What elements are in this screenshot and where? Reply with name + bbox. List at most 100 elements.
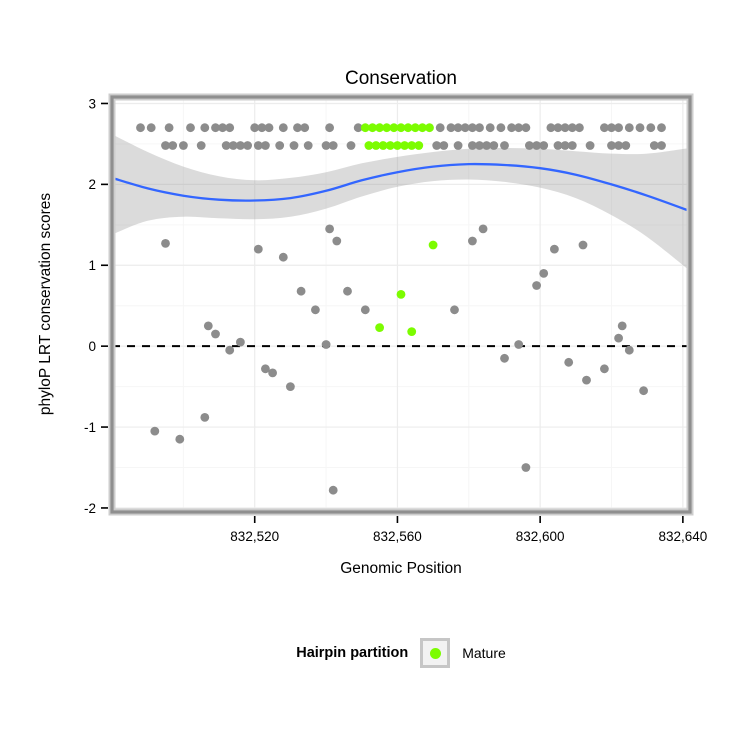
data-point <box>403 123 413 133</box>
data-point <box>164 123 174 133</box>
data-point <box>553 141 563 150</box>
data-point <box>646 123 656 133</box>
data-point <box>657 141 666 150</box>
data-point <box>617 321 627 331</box>
data-point <box>264 123 274 133</box>
data-point <box>560 141 570 150</box>
data-point <box>200 123 210 133</box>
data-point <box>525 141 534 150</box>
data-point <box>657 123 666 133</box>
data-point <box>278 123 288 133</box>
data-point <box>475 123 484 133</box>
data-point <box>236 337 245 347</box>
data-point <box>257 123 267 133</box>
data-point <box>614 333 623 343</box>
data-point <box>607 123 616 133</box>
y-tick-label: 0 <box>88 339 96 354</box>
data-point <box>161 239 170 248</box>
data-point <box>446 123 456 133</box>
data-point <box>450 305 459 315</box>
data-point <box>400 141 409 150</box>
data-point <box>639 386 648 396</box>
chart-title: Conservation <box>345 68 457 89</box>
data-point <box>360 123 370 133</box>
data-point <box>211 329 220 339</box>
series-mature <box>360 123 438 336</box>
data-point <box>468 236 477 246</box>
legend-title: Hairpin partition <box>296 645 409 661</box>
panel-border-inner <box>110 95 692 514</box>
minor-gridlines <box>112 97 690 512</box>
data-point <box>453 123 463 133</box>
data-point <box>468 123 477 133</box>
data-point <box>321 340 331 349</box>
data-point <box>364 141 374 150</box>
data-point <box>514 123 524 133</box>
data-point <box>289 141 299 150</box>
data-point <box>325 123 334 133</box>
data-point <box>236 141 245 150</box>
data-point <box>600 364 609 374</box>
data-point <box>179 141 188 150</box>
data-point <box>389 123 399 133</box>
data-point <box>371 141 381 150</box>
data-point <box>539 269 549 278</box>
y-tick-label: 1 <box>88 258 96 273</box>
data-point <box>407 327 417 336</box>
data-point <box>585 141 595 150</box>
data-point <box>564 357 574 367</box>
data-point <box>225 123 235 133</box>
y-tick-label: -1 <box>84 420 96 435</box>
data-point <box>468 141 477 150</box>
data-point <box>649 141 659 150</box>
data-point <box>328 141 338 150</box>
data-point <box>278 252 288 262</box>
data-point <box>567 123 577 133</box>
data-point <box>375 123 384 133</box>
series-phylop-scores <box>136 123 666 495</box>
legend-item-label: Mature <box>462 645 506 661</box>
data-point <box>418 123 427 133</box>
data-point <box>500 353 509 363</box>
y-axis-label: phyloP LRT conservation scores <box>37 192 54 416</box>
legend: Hairpin partition Mature <box>112 638 690 668</box>
data-point <box>539 141 549 150</box>
data-point <box>196 141 206 150</box>
data-point <box>582 375 591 385</box>
data-point <box>428 240 438 250</box>
data-point <box>500 141 509 150</box>
plot-panel <box>112 97 690 512</box>
x-tick-label: 832,640 <box>658 529 707 544</box>
smooth-line <box>112 162 690 213</box>
data-point <box>607 141 616 150</box>
data-point <box>432 141 442 150</box>
data-point <box>186 123 195 133</box>
data-point <box>136 123 145 133</box>
data-point <box>624 123 634 133</box>
data-point <box>175 434 185 444</box>
data-point <box>575 123 584 133</box>
data-point <box>521 123 531 133</box>
data-point <box>221 141 231 150</box>
x-tick-label: 832,560 <box>373 529 422 544</box>
data-point <box>378 141 388 150</box>
data-point <box>250 123 260 133</box>
legend-key-box <box>420 638 451 668</box>
axis-ticks: 832,520 832,560 832,600 832,640 -2 -1 0 1 2 3 <box>84 96 707 544</box>
data-point <box>414 141 424 150</box>
data-point <box>168 141 178 150</box>
data-point <box>353 123 363 133</box>
data-point <box>382 123 392 133</box>
data-point <box>460 123 470 133</box>
data-point <box>325 224 334 234</box>
data-point <box>407 141 417 150</box>
data-point <box>439 141 449 150</box>
data-point <box>293 123 302 133</box>
data-point <box>567 141 577 150</box>
data-point <box>532 281 541 290</box>
data-point <box>360 305 370 315</box>
data-point <box>261 364 270 374</box>
data-point <box>482 141 491 150</box>
